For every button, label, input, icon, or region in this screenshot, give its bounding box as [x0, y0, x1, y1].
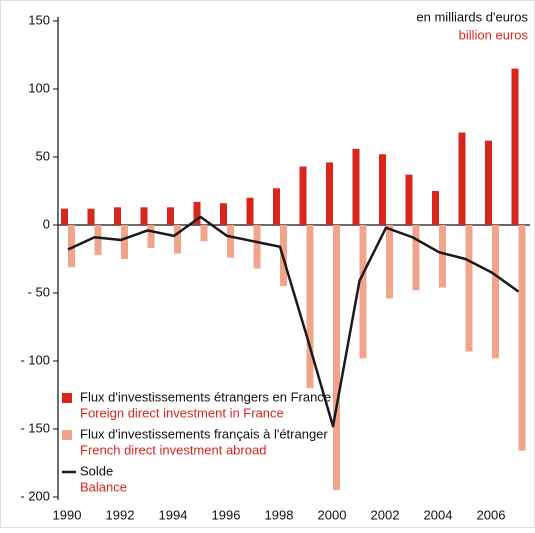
bar	[114, 207, 121, 225]
bar	[253, 225, 261, 269]
legend-label-en: French direct investment abroad	[80, 442, 266, 457]
bar	[465, 225, 473, 352]
bar	[485, 140, 492, 225]
bar	[299, 166, 307, 225]
bar	[68, 225, 75, 268]
bar	[87, 208, 95, 225]
y-tick-label: 0	[43, 216, 50, 231]
bar	[412, 225, 420, 291]
x-tick-label: 1996	[212, 507, 241, 522]
balance-line	[67, 215, 520, 428]
legend-label: Solde	[80, 463, 113, 478]
y-tick-label: 50	[36, 148, 50, 163]
bar	[200, 225, 208, 242]
bar	[352, 148, 360, 225]
legend-label-en: Balance	[80, 479, 127, 494]
x-tick-label: 2004	[424, 507, 453, 522]
bar	[359, 225, 367, 359]
bar	[246, 197, 254, 225]
x-tick-label: 1992	[106, 507, 135, 522]
x-tick-label: 2006	[477, 507, 506, 522]
x-tick-label: 1998	[265, 507, 294, 522]
bar	[306, 225, 314, 389]
bar	[227, 225, 234, 258]
bar	[61, 208, 68, 225]
legend-label-en: Foreign direct investment in France	[80, 405, 284, 420]
bar	[273, 188, 280, 225]
bar	[458, 132, 466, 225]
bar	[511, 68, 519, 225]
y-tick-label: - 100	[20, 352, 50, 367]
bar	[174, 225, 181, 254]
bar	[432, 191, 439, 225]
bar	[220, 203, 227, 225]
bar	[326, 162, 333, 225]
bar	[167, 207, 174, 225]
legend-label: Flux d'investissements français à l'étra…	[80, 426, 328, 441]
bar	[140, 207, 148, 225]
bar	[492, 225, 499, 359]
bar	[333, 225, 340, 491]
x-tick-label: 1990	[53, 507, 82, 522]
y-tick-label: - 150	[20, 420, 50, 435]
bar	[518, 225, 526, 451]
unit-fr: en milliards d'euros	[416, 9, 528, 24]
bar	[439, 225, 446, 288]
bar	[405, 174, 413, 225]
legend-label: Flux d'investissements étrangers en Fran…	[80, 389, 331, 404]
y-tick-label: - 50	[28, 284, 50, 299]
x-tick-label: 2002	[371, 507, 400, 522]
unit-en: billion euros	[459, 27, 529, 42]
bar	[386, 225, 393, 299]
y-tick-label: 150	[28, 12, 50, 27]
legend-swatch	[62, 430, 72, 440]
bar	[121, 225, 128, 259]
x-tick-label: 1994	[159, 507, 188, 522]
y-tick-label: - 200	[20, 488, 50, 503]
legend-swatch	[62, 393, 72, 403]
y-tick-label: 100	[28, 80, 50, 95]
bar	[94, 225, 102, 255]
x-tick-label: 2000	[318, 507, 347, 522]
bar	[193, 201, 201, 225]
bar	[147, 225, 155, 249]
bar	[379, 154, 386, 225]
